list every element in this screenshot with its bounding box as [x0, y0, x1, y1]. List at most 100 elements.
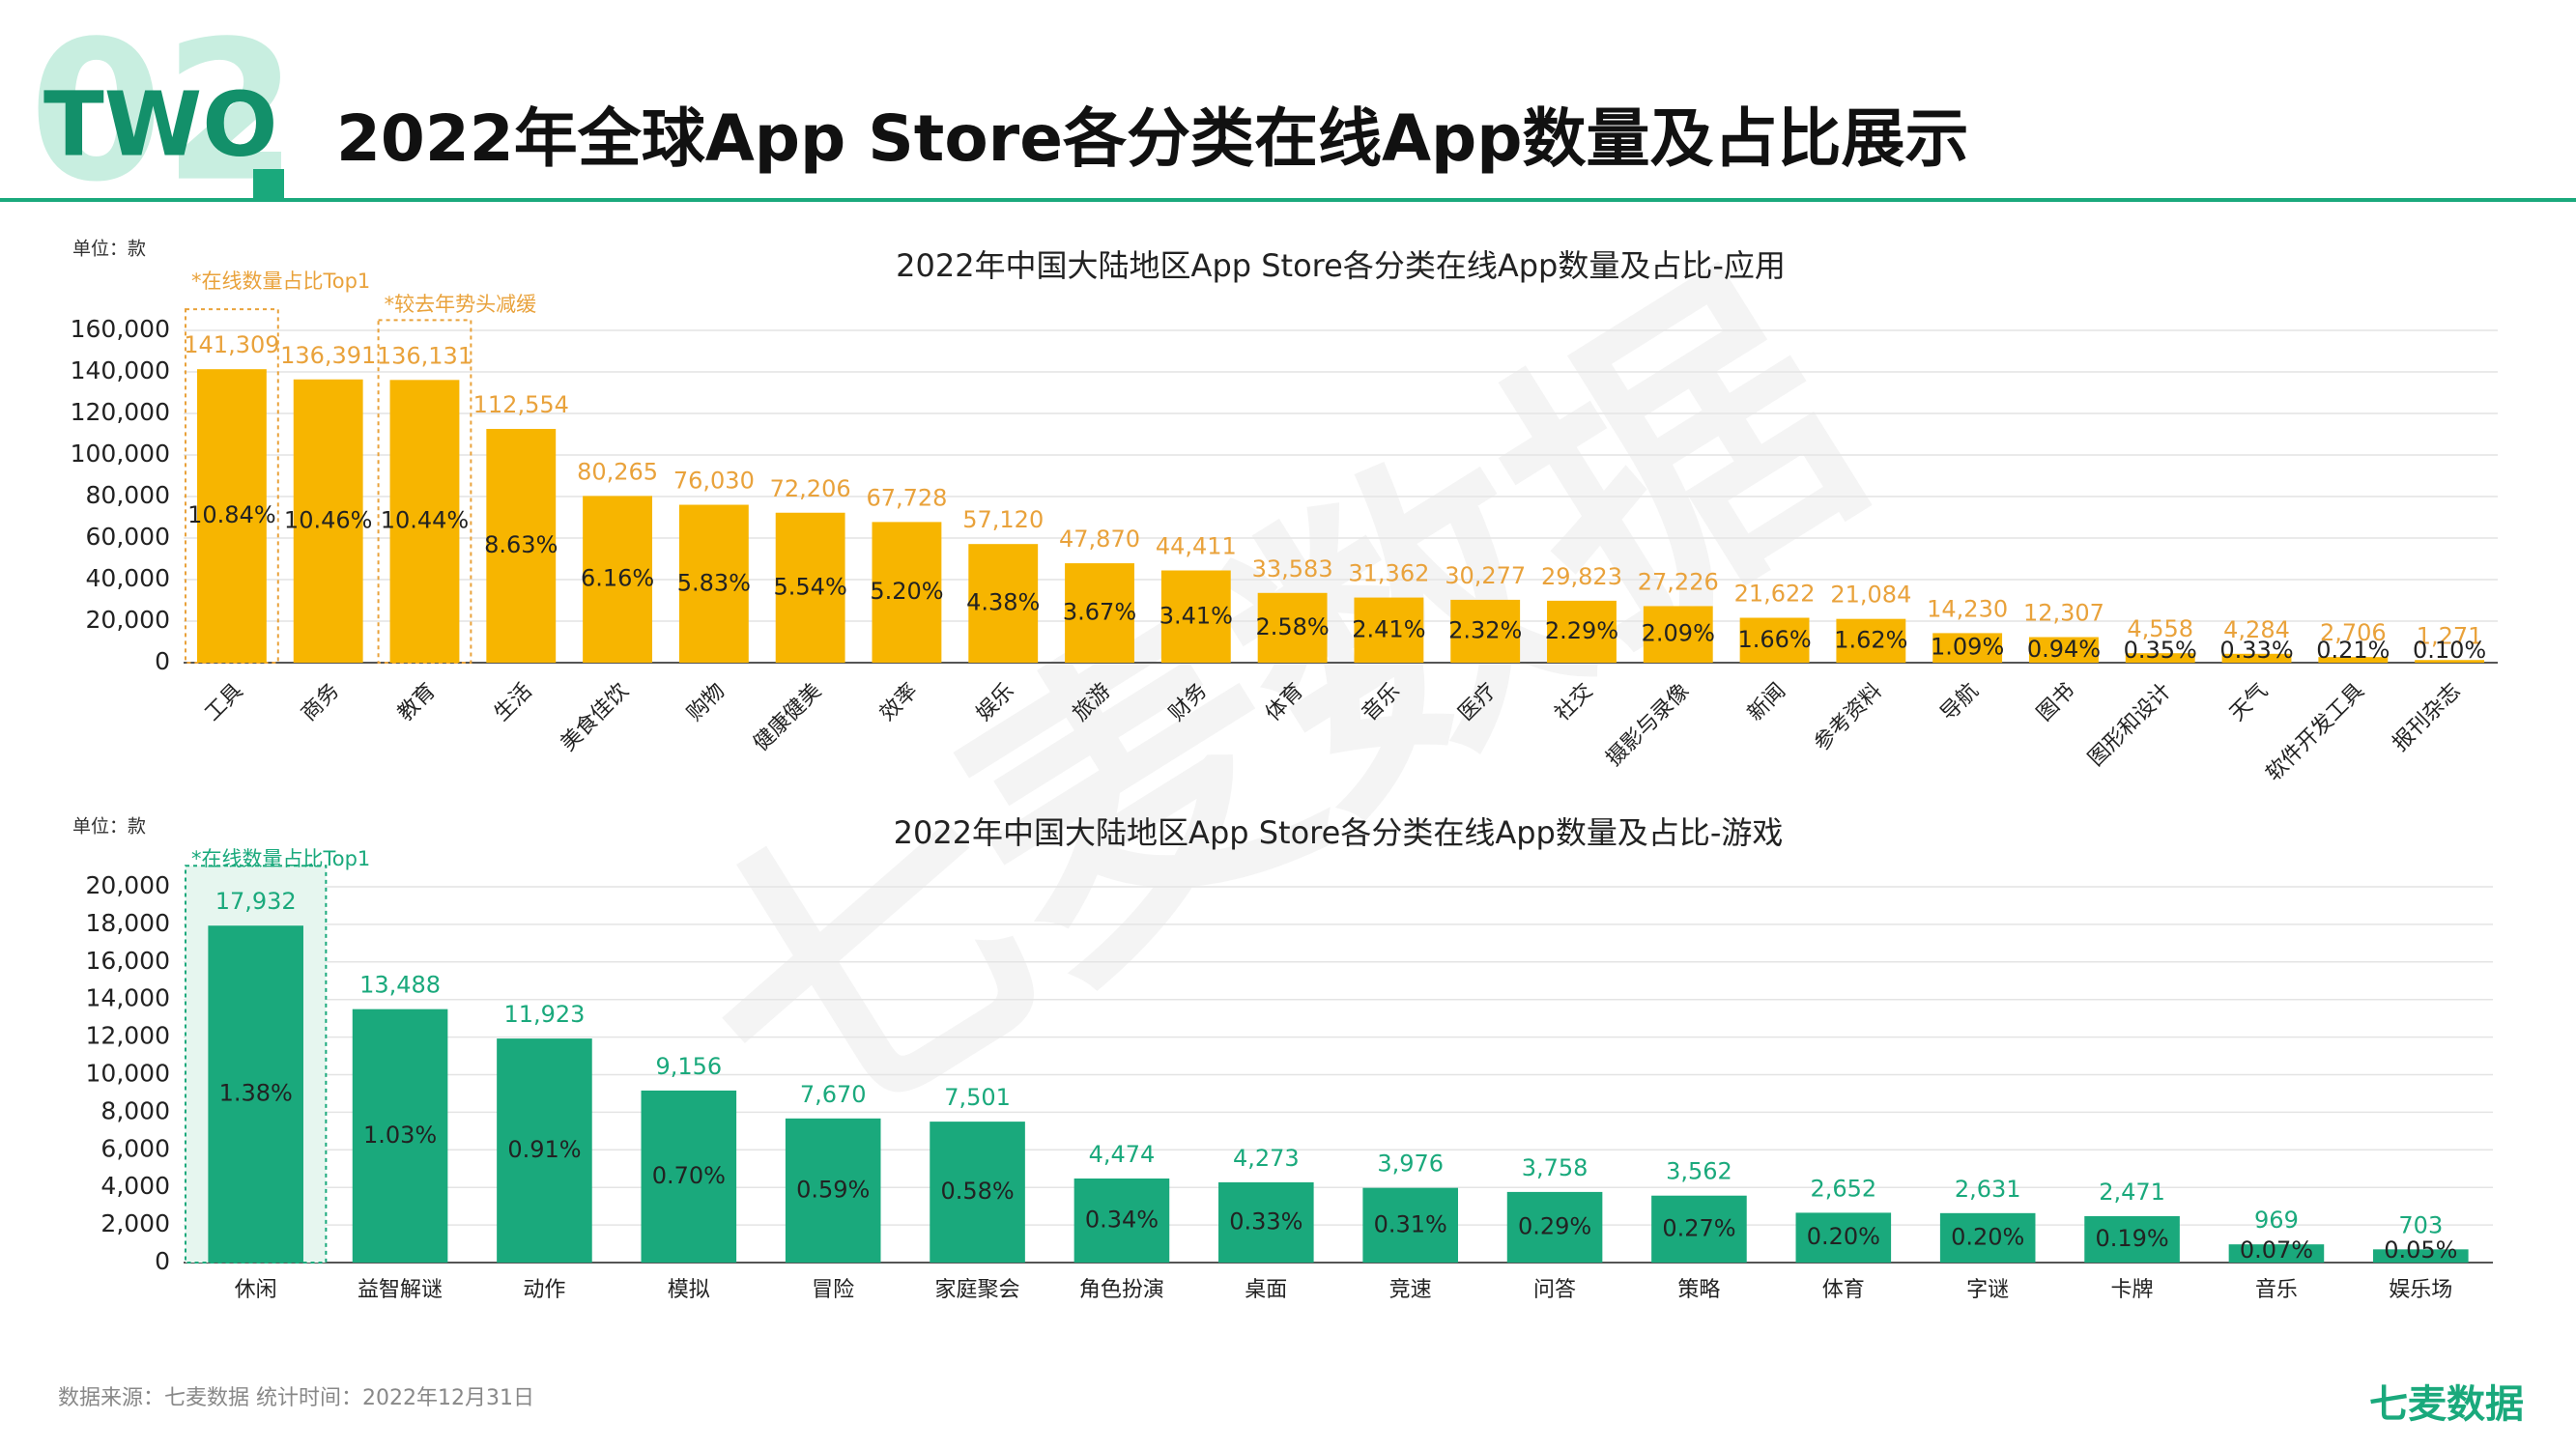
value-label: 9,156 [655, 1053, 722, 1080]
chart-title: 2022年中国大陆地区App Store各分类在线App数量及占比-游戏 [894, 814, 1784, 851]
share-label: 0.20% [1951, 1223, 2024, 1250]
bar [1651, 1195, 1747, 1263]
bar [583, 496, 652, 663]
value-label: 136,391 [280, 342, 376, 369]
y-tick-label: 18,000 [86, 909, 170, 937]
value-label: 4,284 [2223, 616, 2290, 643]
share-label: 2.29% [1545, 617, 1618, 644]
page-title: 2022年全球App Store各分类在线App数量及占比展示 [336, 101, 1969, 176]
bar [872, 522, 942, 663]
share-label: 0.34% [1085, 1206, 1159, 1233]
value-label: 80,265 [577, 458, 658, 485]
bar [1362, 1187, 1458, 1263]
share-label: 10.44% [381, 507, 470, 534]
bar [486, 429, 557, 663]
value-label: 141,309 [184, 331, 279, 358]
share-label: 3.67% [1063, 599, 1136, 626]
share-label: 4.38% [966, 589, 1040, 616]
source: 数据来源：七麦数据 统计时间：2022年12月31日 [58, 1386, 534, 1410]
value-label: 4,474 [1089, 1141, 1156, 1168]
bar [785, 1118, 881, 1263]
x-tick-label: 益智解谜 [358, 1278, 443, 1302]
value-label: 13,488 [359, 972, 441, 999]
bar [497, 1038, 592, 1263]
x-tick-label: 娱乐场 [2389, 1278, 2452, 1302]
value-label: 4,558 [2127, 615, 2193, 642]
value-label: 2,652 [1810, 1175, 1876, 1202]
badge-number: 02 [29, 0, 298, 225]
share-label: 0.59% [796, 1176, 870, 1203]
y-tick-label: 8,000 [100, 1096, 170, 1124]
share-label: 8.63% [484, 531, 558, 558]
value-label: 2,631 [1955, 1176, 2021, 1203]
share-label: 1.62% [1834, 626, 1907, 653]
share-label: 0.94% [2027, 636, 2101, 663]
annotation: *在线数量占比Top1 [191, 270, 370, 293]
bar [968, 544, 1039, 663]
y-tick-label: 20,000 [86, 871, 170, 899]
value-label: 29,823 [1541, 563, 1622, 590]
value-label: 136,131 [377, 342, 472, 369]
y-tick-label: 14,000 [86, 984, 170, 1012]
x-tick-label: 字谜 [1966, 1278, 2009, 1302]
value-label: 3,976 [1377, 1151, 1444, 1178]
share-label: 0.31% [1374, 1210, 1447, 1237]
value-label: 27,226 [1638, 568, 1719, 595]
y-tick-label: 60,000 [86, 523, 170, 551]
y-tick-label: 16,000 [86, 947, 170, 975]
bar [293, 379, 363, 663]
value-label: 76,030 [673, 468, 755, 495]
x-tick-label: 音乐 [2255, 1278, 2298, 1302]
bar [641, 1090, 737, 1263]
y-tick-label: 12,000 [86, 1022, 170, 1050]
share-label: 0.58% [940, 1178, 1014, 1205]
value-label: 21,622 [1734, 581, 1816, 608]
bar [2318, 657, 2389, 663]
bar [389, 380, 460, 663]
y-tick-label: 10,000 [86, 1060, 170, 1088]
share-label: 5.20% [870, 578, 943, 605]
value-label: 57,120 [962, 506, 1044, 533]
bar [2029, 637, 2099, 663]
x-tick-label: 策略 [1677, 1278, 1720, 1302]
bar [1160, 570, 1231, 663]
bar [1506, 1191, 1603, 1263]
value-label: 2,706 [2320, 619, 2387, 646]
value-label: 12,307 [2023, 600, 2104, 627]
share-label: 10.84% [187, 501, 276, 528]
share-label: 0.27% [1662, 1214, 1735, 1241]
bar [208, 925, 303, 1263]
value-label: 1,271 [2417, 622, 2483, 649]
bar [1795, 1212, 1892, 1263]
value-label: 112,554 [473, 391, 569, 418]
bar [775, 512, 845, 663]
share-label: 0.29% [1518, 1212, 1591, 1239]
bar [1354, 597, 1424, 663]
value-label: 31,362 [1348, 560, 1429, 587]
share-label: 0.21% [2316, 637, 2390, 664]
y-tick-label: 100,000 [71, 440, 170, 468]
bar [1547, 600, 1617, 663]
bar [1065, 563, 1134, 663]
value-label: 30,277 [1445, 562, 1526, 589]
share-label: 0.33% [2219, 637, 2293, 664]
x-tick-label: 卡牌 [2111, 1278, 2154, 1302]
share-label: 2.58% [1255, 613, 1329, 640]
share-label: 0.07% [2240, 1236, 2313, 1264]
y-tick-label: 2,000 [100, 1209, 170, 1237]
bar [1073, 1178, 1170, 1263]
y-tick-label: 4,000 [100, 1172, 170, 1200]
bar [1450, 599, 1521, 663]
value-label: 47,870 [1059, 526, 1140, 553]
share-label: 6.16% [581, 565, 654, 592]
value-label: 7,501 [944, 1084, 1011, 1111]
bar [352, 1009, 448, 1263]
share-label: 1.38% [219, 1080, 293, 1107]
share-label: 0.35% [2124, 637, 2197, 664]
y-tick-label: 0 [155, 1247, 170, 1275]
share-label: 3.41% [1159, 602, 1233, 629]
x-tick-label: 冒险 [812, 1278, 854, 1302]
annotation: *较去年势头减缓 [385, 293, 537, 316]
value-label: 17,932 [215, 888, 297, 915]
